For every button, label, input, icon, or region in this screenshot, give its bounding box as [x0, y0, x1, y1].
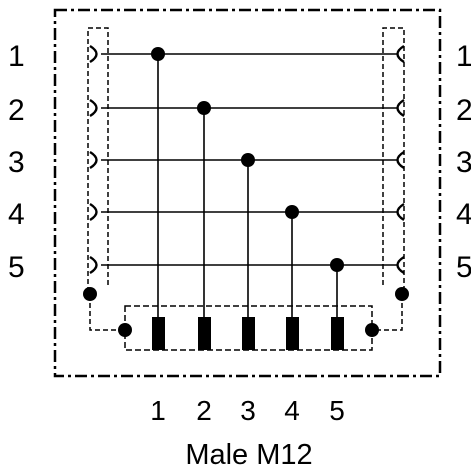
left-socket-icon [89, 98, 98, 118]
male-pin-2 [198, 317, 211, 350]
right-socket-icon [396, 202, 405, 222]
left-pin-label: 3 [8, 146, 25, 179]
left-socket-icon [89, 44, 98, 64]
left-shield-dot [83, 287, 97, 301]
connector-caption: Male M12 [185, 439, 312, 471]
right-pin-label: 4 [456, 198, 471, 231]
outer-housing [53, 8, 442, 378]
right-sockets [396, 44, 405, 275]
left-sockets [89, 44, 98, 275]
left-socket-icon [89, 150, 98, 170]
male-pin-3 [242, 317, 255, 350]
right-connector-outline [382, 27, 405, 300]
right-shield-link [372, 295, 403, 331]
male-pin-4 [286, 317, 299, 350]
right-socket-icon [396, 255, 405, 275]
right-pin-label: 5 [456, 251, 471, 284]
male-pin-1 [152, 317, 165, 350]
male-pin-label: 3 [240, 395, 256, 426]
right-pin-label: 2 [456, 94, 471, 127]
male-right-shield-dot [365, 323, 379, 337]
male-pin-label: 2 [196, 395, 212, 426]
junction-dot-2 [197, 101, 211, 115]
left-socket-icon [89, 255, 98, 275]
junction-dot-3 [241, 153, 255, 167]
male-pin-label: 1 [150, 395, 166, 426]
right-pin-label: 1 [456, 40, 471, 73]
left-socket-icon [89, 202, 98, 222]
right-socket-icon [396, 98, 405, 118]
left-pin-label: 4 [8, 198, 25, 231]
junction-dot-4 [285, 205, 299, 219]
male-pin-label: 5 [329, 395, 345, 426]
male-left-shield-dot [118, 323, 132, 337]
male-pins [152, 317, 344, 350]
right-socket-icon [396, 44, 405, 64]
male-pin-label: 4 [284, 395, 300, 426]
right-pin-label: 3 [456, 146, 471, 179]
left-shield-link [89, 295, 125, 331]
vertical-wires [157, 54, 338, 320]
junction-dot-5 [330, 258, 344, 272]
left-pin-label: 1 [8, 40, 25, 73]
left-connector-outline [87, 27, 109, 300]
junction-dots [83, 47, 409, 337]
male-pin-5 [331, 317, 344, 350]
right-socket-icon [396, 150, 405, 170]
left-pin-label: 2 [8, 94, 25, 127]
junction-dot-1 [151, 47, 165, 61]
left-pin-label: 5 [8, 251, 25, 284]
right-shield-dot [395, 287, 409, 301]
